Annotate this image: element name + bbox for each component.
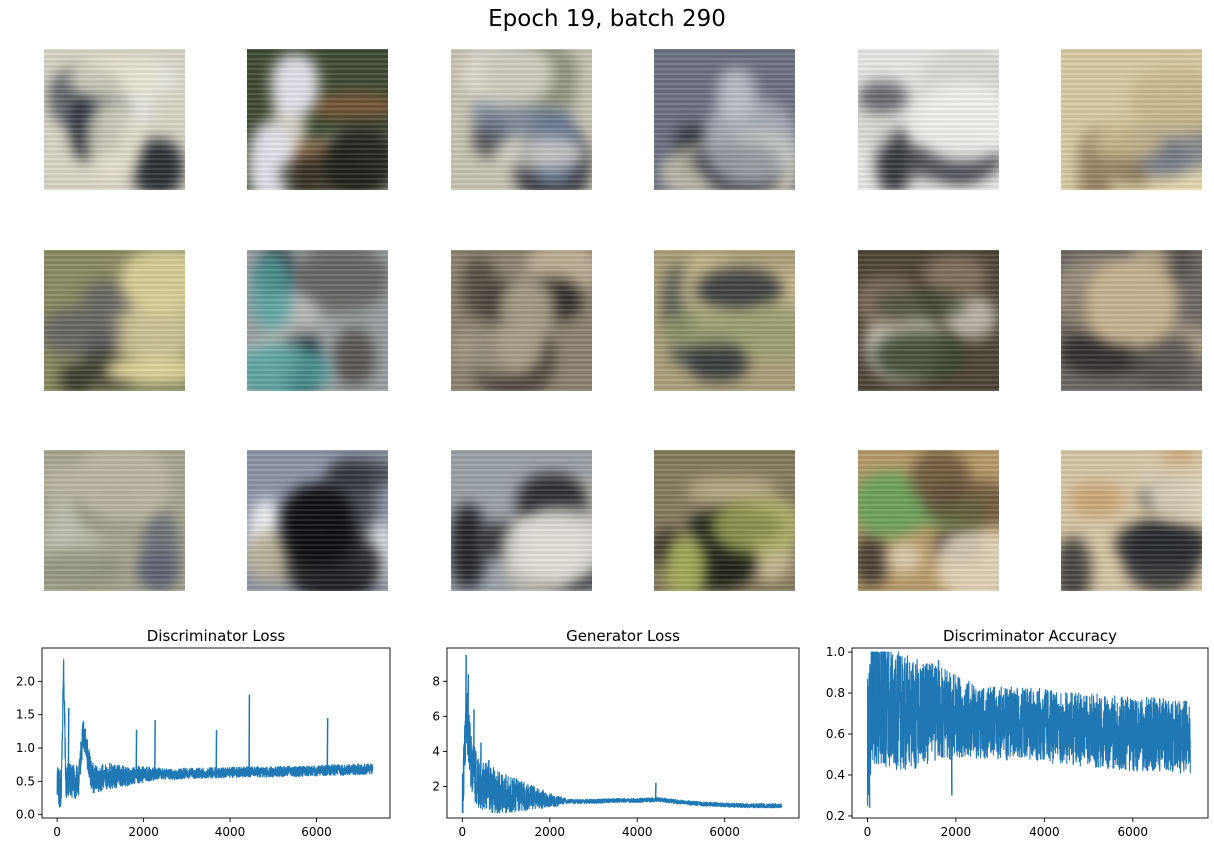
x-tick-label: 2000 bbox=[941, 825, 972, 839]
sample-blob-shape bbox=[136, 554, 177, 589]
y-tick-label: 4 bbox=[432, 744, 440, 758]
generated-sample-image bbox=[247, 250, 388, 391]
y-tick-label: 8 bbox=[432, 674, 440, 688]
sample-blob-shape bbox=[69, 54, 163, 102]
sample-blob-shape bbox=[500, 516, 592, 579]
generated-sample-image bbox=[451, 49, 592, 190]
y-tick-label: 0.0 bbox=[16, 808, 35, 822]
sample-blob-shape bbox=[119, 250, 185, 312]
sample-blob-shape bbox=[873, 288, 967, 321]
y-tick-label: 1.5 bbox=[16, 708, 35, 722]
sample-blob-shape bbox=[288, 531, 381, 591]
y-tick-label: 2.0 bbox=[16, 674, 35, 688]
y-tick-label: 0.5 bbox=[16, 774, 35, 788]
sample-blob-shape bbox=[1069, 483, 1123, 516]
sample-blob-shape bbox=[712, 498, 795, 554]
x-tick-label: 2000 bbox=[534, 825, 565, 839]
sample-blob-shape bbox=[937, 526, 999, 591]
sample-blob-shape bbox=[492, 136, 587, 169]
discriminator-accuracy-chart: 0 2000 4000 6000 0.2 0.4 0.6 0.8 1.0 bbox=[826, 645, 1209, 839]
sample-blob-shape bbox=[1085, 261, 1178, 347]
sample-blob-shape bbox=[252, 253, 292, 331]
generated-sample-image bbox=[654, 49, 795, 190]
generator-loss-chart: 0 2000 4000 6000 2 4 6 8 bbox=[432, 647, 800, 839]
generated-sample-image bbox=[247, 49, 388, 190]
generated-sample-image bbox=[247, 450, 388, 591]
y-tick-label: 0.8 bbox=[826, 686, 845, 700]
loss-series-line bbox=[56, 659, 374, 808]
sample-blob-shape bbox=[280, 154, 375, 190]
generated-sample-image bbox=[1061, 250, 1202, 391]
loss-series-line bbox=[866, 651, 1191, 806]
generated-sample-image bbox=[44, 250, 185, 391]
sample-blob-shape bbox=[858, 81, 909, 113]
generated-sample-image bbox=[858, 450, 999, 591]
sample-blob-shape bbox=[44, 549, 125, 588]
sample-blob-shape bbox=[451, 326, 543, 374]
y-tick-label: 0.6 bbox=[826, 727, 845, 741]
sample-blob-shape bbox=[885, 542, 923, 573]
sample-blob-shape bbox=[270, 54, 319, 115]
sample-blob-shape bbox=[1061, 537, 1091, 591]
sample-blob-shape bbox=[916, 83, 999, 161]
y-tick-label: 1.0 bbox=[16, 741, 35, 755]
y-tick-label: 0.2 bbox=[826, 809, 845, 823]
generated-sample-image bbox=[858, 250, 999, 391]
generated-sample-image bbox=[1061, 450, 1202, 591]
sample-blob-shape bbox=[309, 92, 388, 119]
loss-series-line bbox=[461, 692, 783, 814]
x-tick-label: 6000 bbox=[709, 825, 740, 839]
plot-axes-frame bbox=[41, 647, 391, 819]
sample-blob-shape bbox=[104, 356, 185, 383]
plot-axes-frame bbox=[851, 647, 1209, 819]
x-tick-label: 0 bbox=[53, 825, 61, 839]
y-tick-label: 1.0 bbox=[826, 645, 845, 659]
sample-blob-shape bbox=[924, 480, 999, 528]
plot-title-generator-loss: Generator Loss bbox=[566, 627, 680, 645]
generated-sample-image bbox=[654, 250, 795, 391]
sample-blob-shape bbox=[85, 99, 142, 181]
x-tick-label: 4000 bbox=[215, 825, 246, 839]
discriminator-loss-chart: 0 2000 4000 6000 0.0 0.5 1.0 1.5 2.0 bbox=[16, 647, 391, 839]
y-tick-label: 0.4 bbox=[826, 768, 845, 782]
x-tick-label: 4000 bbox=[1029, 825, 1060, 839]
x-tick-label: 0 bbox=[864, 825, 872, 839]
sample-blob-shape bbox=[704, 99, 795, 184]
y-tick-label: 2 bbox=[432, 779, 440, 793]
plot-title-discriminator-loss: Discriminator Loss bbox=[146, 627, 286, 645]
sample-blob-shape bbox=[462, 49, 554, 107]
sample-blob-shape bbox=[329, 458, 388, 488]
plot-title-discriminator-accuracy: Discriminator Accuracy bbox=[942, 627, 1118, 645]
sample-blob-shape bbox=[873, 330, 967, 381]
sample-blob-shape bbox=[333, 327, 377, 386]
sample-blob-shape bbox=[247, 343, 331, 391]
generated-sample-image bbox=[654, 450, 795, 591]
x-tick-label: 4000 bbox=[622, 825, 653, 839]
sample-blob-shape bbox=[1136, 460, 1202, 501]
plot-axes-frame bbox=[446, 647, 800, 819]
generated-sample-image bbox=[451, 450, 592, 591]
x-tick-label: 6000 bbox=[301, 825, 332, 839]
x-tick-label: 2000 bbox=[128, 825, 159, 839]
y-tick-label: 6 bbox=[432, 709, 440, 723]
x-tick-label: 0 bbox=[458, 825, 466, 839]
generated-sample-image bbox=[44, 49, 185, 190]
generated-sample-image bbox=[1061, 49, 1202, 190]
sample-blob-shape bbox=[1123, 523, 1200, 591]
sample-blob-shape bbox=[76, 450, 170, 522]
x-tick-label: 6000 bbox=[1118, 825, 1149, 839]
generated-sample-image bbox=[858, 49, 999, 190]
sample-blob-shape bbox=[858, 533, 890, 587]
generated-sample-image bbox=[451, 250, 592, 391]
figure-title: Epoch 19, batch 290 bbox=[488, 6, 726, 32]
sample-blob-shape bbox=[660, 308, 754, 349]
generated-sample-image bbox=[44, 450, 185, 591]
sample-blob-shape bbox=[665, 534, 707, 591]
sample-blob-shape bbox=[1128, 66, 1202, 137]
